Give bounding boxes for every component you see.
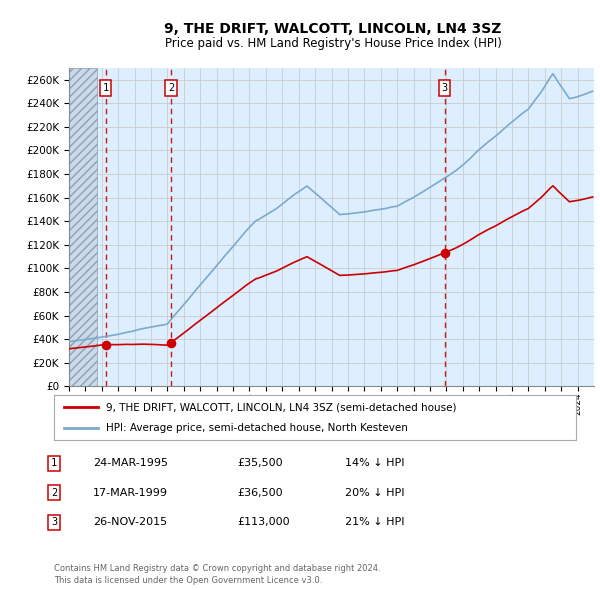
Text: 3: 3 bbox=[442, 83, 448, 93]
Point bbox=[166, 339, 176, 348]
Text: 3: 3 bbox=[51, 517, 57, 527]
Text: 21% ↓ HPI: 21% ↓ HPI bbox=[345, 517, 404, 527]
Text: Price paid vs. HM Land Registry's House Price Index (HPI): Price paid vs. HM Land Registry's House … bbox=[164, 37, 502, 50]
Text: 1: 1 bbox=[103, 83, 109, 93]
Text: 20% ↓ HPI: 20% ↓ HPI bbox=[345, 488, 404, 497]
Point bbox=[440, 248, 449, 258]
Text: £36,500: £36,500 bbox=[237, 488, 283, 497]
Text: 24-MAR-1995: 24-MAR-1995 bbox=[93, 458, 168, 468]
Text: 17-MAR-1999: 17-MAR-1999 bbox=[93, 488, 168, 497]
Text: Contains HM Land Registry data © Crown copyright and database right 2024.
This d: Contains HM Land Registry data © Crown c… bbox=[54, 564, 380, 585]
Text: 9, THE DRIFT, WALCOTT, LINCOLN, LN4 3SZ: 9, THE DRIFT, WALCOTT, LINCOLN, LN4 3SZ bbox=[164, 22, 502, 37]
Text: 9, THE DRIFT, WALCOTT, LINCOLN, LN4 3SZ (semi-detached house): 9, THE DRIFT, WALCOTT, LINCOLN, LN4 3SZ … bbox=[106, 402, 457, 412]
Text: 2: 2 bbox=[51, 488, 57, 497]
Text: £113,000: £113,000 bbox=[237, 517, 290, 527]
Point bbox=[101, 340, 110, 349]
Bar bbox=[69, 68, 97, 386]
Text: 14% ↓ HPI: 14% ↓ HPI bbox=[345, 458, 404, 468]
Text: 1: 1 bbox=[51, 458, 57, 468]
Text: HPI: Average price, semi-detached house, North Kesteven: HPI: Average price, semi-detached house,… bbox=[106, 422, 408, 432]
Text: 26-NOV-2015: 26-NOV-2015 bbox=[93, 517, 167, 527]
Text: £35,500: £35,500 bbox=[237, 458, 283, 468]
Text: 2: 2 bbox=[168, 83, 174, 93]
